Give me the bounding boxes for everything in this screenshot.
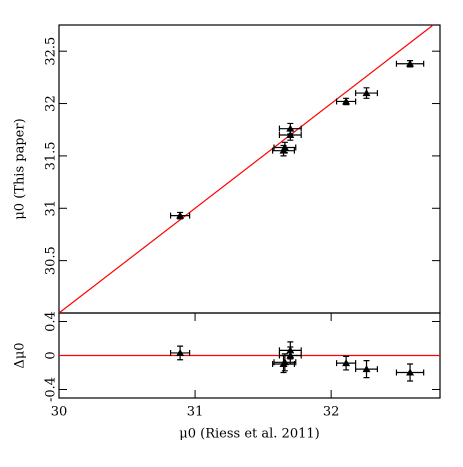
point (342, 359, 351, 367)
point (176, 348, 185, 356)
x-axis-label: μ0 (Riess et al. 2011) (179, 427, 319, 442)
y-tick-label: 31 (44, 200, 59, 217)
point (176, 211, 185, 219)
point (406, 368, 415, 376)
point (286, 351, 295, 359)
y-tick-label: 32 (44, 95, 59, 112)
y-tick-label: 0.4 (44, 311, 59, 332)
point (280, 358, 289, 366)
point (406, 59, 415, 67)
point (286, 130, 295, 138)
x-tick-label: 32 (323, 405, 340, 420)
point (342, 97, 351, 105)
x-tick-label: 30 (51, 405, 68, 420)
y-tick-label: 32.5 (44, 37, 59, 66)
y-tick-label: -0.4 (44, 377, 59, 402)
identity-line (58, 24, 434, 314)
point (362, 365, 371, 373)
y-axis-label: μ0 (This paper) (13, 118, 28, 219)
top-frame (58, 24, 441, 314)
y-axis-label: Δμ0 (13, 342, 28, 368)
point (362, 89, 371, 97)
y-tick-label: 0 (44, 351, 59, 359)
y-tick-label: 31.5 (44, 141, 59, 170)
point (280, 143, 289, 151)
y-tick-label: 30.5 (44, 246, 59, 275)
x-tick-label: 31 (187, 405, 204, 420)
